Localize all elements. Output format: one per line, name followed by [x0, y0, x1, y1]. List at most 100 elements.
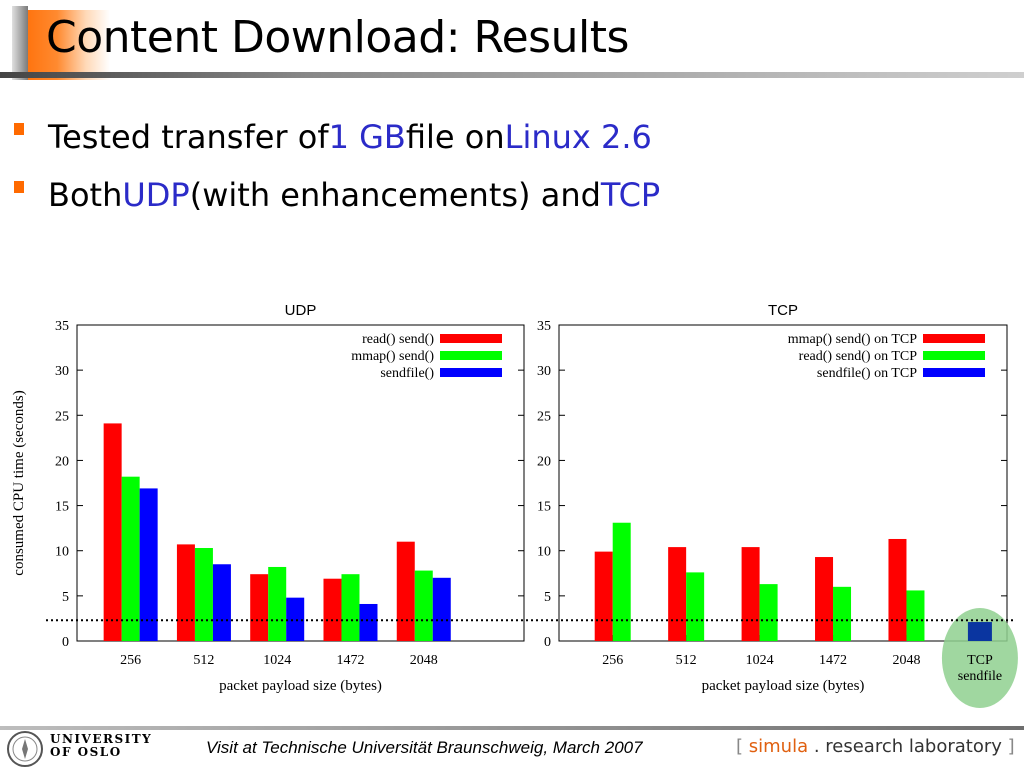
udp-ytick-label: 20: [55, 454, 69, 469]
tcp-bar: [906, 590, 925, 641]
udp-ytick-label: 25: [55, 409, 69, 424]
udp-x-axis-label: packet payload size (bytes): [219, 678, 382, 694]
udp-xtick-label: 1472: [336, 653, 364, 668]
udp-chart-title: UDP: [285, 302, 317, 319]
tcp-xtick-label: 1472: [819, 653, 847, 668]
udp-ytick-label: 30: [55, 364, 69, 379]
tcp-ytick-label: 20: [537, 454, 551, 469]
tcp-legend-label: read() send() on TCP: [799, 349, 918, 364]
udp-ytick-label: 0: [62, 635, 69, 650]
udp-bar: [432, 577, 451, 641]
tcp-legend-swatch: [923, 334, 985, 343]
udp-ytick-label: 5: [62, 590, 69, 605]
udp-ytick-label: 35: [55, 319, 69, 334]
simula-logo: [ simula . research laboratory ]: [736, 736, 1015, 757]
bullet-highlight: UDP: [122, 176, 190, 214]
udp-legend-swatch: [440, 334, 502, 343]
udp-xtick-label: 2048: [410, 653, 438, 668]
tcp-bar: [741, 547, 760, 641]
udp-bar: [359, 603, 378, 641]
simula-bracket-left: [: [736, 736, 749, 757]
tcp-sendfile-label-1: TCP: [967, 653, 993, 668]
tcp-sendfile-highlight: [941, 608, 1018, 708]
bullet-highlight: 1 GB: [328, 118, 406, 156]
tcp-ytick-label: 25: [537, 409, 551, 424]
footer-rule: [0, 726, 1024, 730]
udp-bar: [323, 578, 342, 641]
udp-bar: [250, 574, 269, 641]
tcp-legend-swatch: [923, 368, 985, 377]
tcp-legend-label: sendfile() on TCP: [817, 366, 917, 381]
tcp-ytick-label: 35: [537, 319, 551, 334]
tcp-ytick-label: 15: [537, 500, 551, 515]
udp-legend-swatch: [440, 351, 502, 360]
udp-bar: [414, 570, 433, 641]
page-title: Content Download: Results: [46, 12, 629, 63]
tcp-bar: [759, 584, 778, 641]
udp-bar: [396, 541, 415, 641]
bullet-square-icon: [14, 181, 24, 193]
tcp-xtick-label: 256: [602, 653, 623, 668]
tcp-ytick-label: 30: [537, 364, 551, 379]
university-logo: UNIVERSITY OF OSLO: [50, 732, 153, 759]
udp-bar: [212, 564, 231, 641]
bullet-text: Both: [48, 176, 123, 214]
udp-bar: [121, 476, 140, 641]
tcp-x-axis-label: packet payload size (bytes): [702, 678, 865, 694]
footer-text: Visit at Technische Universität Braunsch…: [206, 738, 643, 757]
udp-legend-label: mmap() send(): [351, 349, 434, 364]
tcp-legend-label: mmap() send() on TCP: [788, 332, 917, 347]
tcp-bar: [888, 538, 907, 641]
simula-name: simula: [748, 736, 809, 757]
charts: UDP 0 5 10 15 20 25 30 35 256 512 1024 1472 2048 packe…: [11, 302, 1018, 708]
udp-bar: [176, 544, 195, 641]
tcp-ytick-label: 0: [544, 635, 551, 650]
bullet-item: Tested transfer of 1 GB file on Linux 2.…: [14, 108, 660, 166]
udp-xtick-label: 256: [120, 653, 141, 668]
udp-xtick-label: 1024: [263, 653, 291, 668]
bullet-text: Tested transfer of: [48, 118, 329, 156]
udp-bar: [103, 423, 122, 641]
udp-legend-label: read() send(): [362, 332, 434, 347]
title-accent-block: [14, 10, 110, 80]
tcp-xtick-label: 512: [676, 653, 697, 668]
tcp-ytick-label: 5: [544, 590, 551, 605]
udp-legend-swatch: [440, 368, 502, 377]
bullet-list: Tested transfer of 1 GB file on Linux 2.…: [14, 108, 660, 224]
tcp-xtick-label: 2048: [892, 653, 920, 668]
tcp-legend-swatch: [923, 351, 985, 360]
university-seal-icon: [7, 731, 43, 767]
tcp-bar: [833, 586, 852, 641]
udp-legend-label: sendfile(): [380, 366, 434, 381]
bullet-text: file on: [405, 118, 505, 156]
bullet-square-icon: [14, 123, 24, 135]
tcp-bar: [668, 547, 687, 641]
udp-ytick-label: 10: [55, 545, 69, 560]
udp-bar: [194, 548, 213, 641]
udp-bar: [268, 566, 287, 641]
title-rule: [0, 72, 1024, 78]
tcp-ytick-label: 10: [537, 545, 551, 560]
tcp-sendfile-bar: [967, 622, 992, 641]
bullet-text: (with enhancements) and: [189, 176, 601, 214]
tcp-plot-frame: [558, 324, 1008, 642]
tcp-bar: [594, 551, 613, 641]
bullet-highlight: TCP: [600, 176, 661, 214]
tcp-xtick-label: 1024: [746, 653, 774, 668]
udp-ytick-label: 15: [55, 500, 69, 515]
simula-rest: . research laboratory: [808, 736, 1008, 757]
simula-bracket-right: ]: [1007, 736, 1015, 757]
tcp-bar: [686, 572, 705, 641]
tcp-bar: [612, 522, 631, 641]
bullet-item: Both UDP (with enhancements) and TCP: [14, 166, 660, 224]
udp-y-axis-label: consumed CPU time (seconds): [11, 390, 27, 575]
udp-bar: [286, 597, 305, 641]
udp-bar: [139, 488, 158, 641]
tcp-sendfile-label-2: sendfile: [958, 669, 1002, 684]
udp-bar: [341, 574, 360, 641]
bullet-highlight: Linux 2.6: [504, 118, 652, 156]
tcp-bar: [815, 557, 834, 641]
udp-xtick-label: 512: [193, 653, 214, 668]
tcp-chart-title: TCP: [768, 302, 798, 319]
title-accent-bar: [12, 6, 28, 80]
